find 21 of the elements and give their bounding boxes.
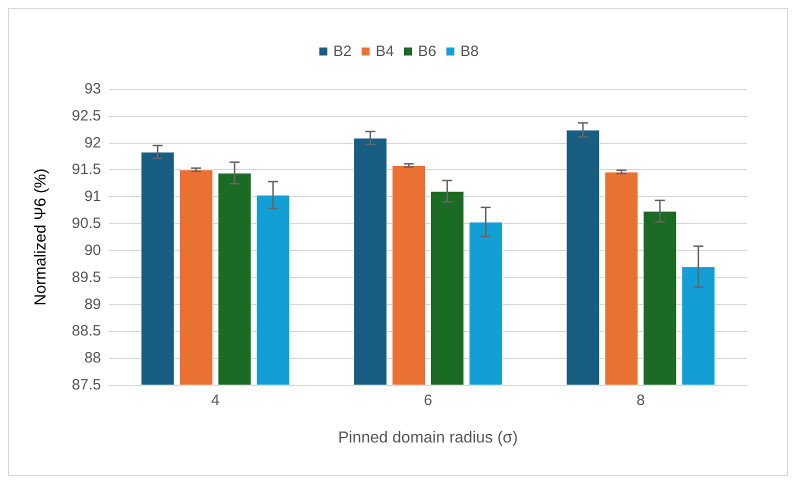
x-tick-label: 4 xyxy=(211,392,220,409)
legend-label: B6 xyxy=(418,43,436,60)
legend-label: B2 xyxy=(333,43,352,60)
x-axis-title: Pinned domain radius (σ) xyxy=(338,430,518,446)
y-tick-label: 91.5 xyxy=(72,161,101,178)
legend-label: B8 xyxy=(460,43,479,60)
y-tick-label: 89.5 xyxy=(72,268,101,286)
y-tick-label: 90 xyxy=(84,242,101,259)
y-tick-label: 92 xyxy=(84,134,101,152)
y-tick-label: 88 xyxy=(84,350,101,367)
x-tick-label: 6 xyxy=(424,392,432,409)
y-tick-label: 88.5 xyxy=(72,322,101,340)
y-tick-label: 92.5 xyxy=(72,107,101,124)
y-tick-label: 93 xyxy=(84,80,101,98)
y-tick-label: 90.5 xyxy=(72,215,101,232)
y-tick-label: 87.5 xyxy=(72,376,101,394)
x-tick-label: 8 xyxy=(636,392,645,409)
y-tick-label: 89 xyxy=(84,296,101,313)
legend-label: B4 xyxy=(376,43,394,60)
y-axis-title: Normalized Ψ6 (%) xyxy=(32,168,50,306)
y-tick-label: 91 xyxy=(84,188,101,206)
